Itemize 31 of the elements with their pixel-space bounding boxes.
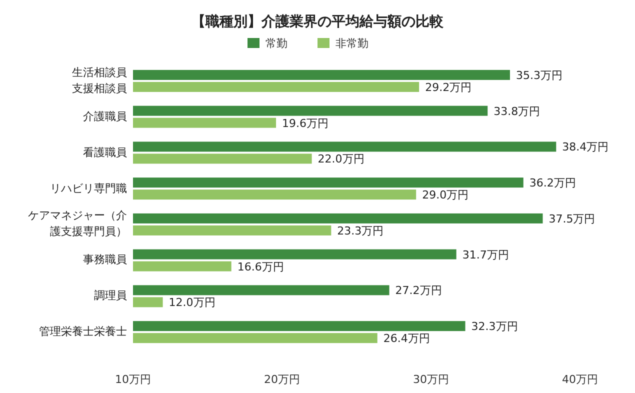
data-label: 33.8万円 xyxy=(494,104,540,118)
y-tick-label: リハビリ専門職 xyxy=(50,180,127,197)
y-tick-label: ケアマネジャー（介護支援専門員） xyxy=(27,208,127,240)
y-tick-label: 管理栄養士栄養士 xyxy=(39,324,127,340)
x-tick-label: 20万円 xyxy=(264,373,300,386)
x-tick-label: 30万円 xyxy=(413,373,449,386)
data-label: 12.0万円 xyxy=(168,296,216,310)
data-label: 38.4万円 xyxy=(562,140,609,154)
data-label: 27.2万円 xyxy=(395,284,442,298)
data-label: 22.0万円 xyxy=(318,152,364,166)
data-label: 36.2万円 xyxy=(529,176,576,190)
y-tick-label: 調理員 xyxy=(94,288,127,304)
data-label: 31.7万円 xyxy=(462,248,509,262)
data-label: 26.4万円 xyxy=(383,332,430,346)
y-tick-label: 看護職員 xyxy=(83,144,127,161)
x-tick-label: 10万円 xyxy=(115,373,151,386)
data-label: 29.2万円 xyxy=(425,80,472,94)
x-tick-label: 40万円 xyxy=(562,373,598,386)
y-tick-label: 介護職員 xyxy=(83,108,127,125)
legend-label: 非常勤 xyxy=(336,37,368,50)
y-tick-label: 生活相談員支援相談員 xyxy=(71,64,127,97)
data-label: 37.5万円 xyxy=(548,212,596,226)
y-tick-label: 事務職員 xyxy=(83,252,127,268)
chart-title: 【職種別】介護業界の平均給与額の比較 xyxy=(192,13,444,30)
data-label: 23.3万円 xyxy=(337,224,384,238)
data-label: 19.6万円 xyxy=(282,116,329,130)
data-label: 29.0万円 xyxy=(422,188,469,202)
data-label: 16.6万円 xyxy=(237,260,284,274)
data-label: 32.3万円 xyxy=(471,320,518,334)
legend-label: 常勤 xyxy=(266,37,288,50)
data-label: 35.3万円 xyxy=(516,68,562,82)
